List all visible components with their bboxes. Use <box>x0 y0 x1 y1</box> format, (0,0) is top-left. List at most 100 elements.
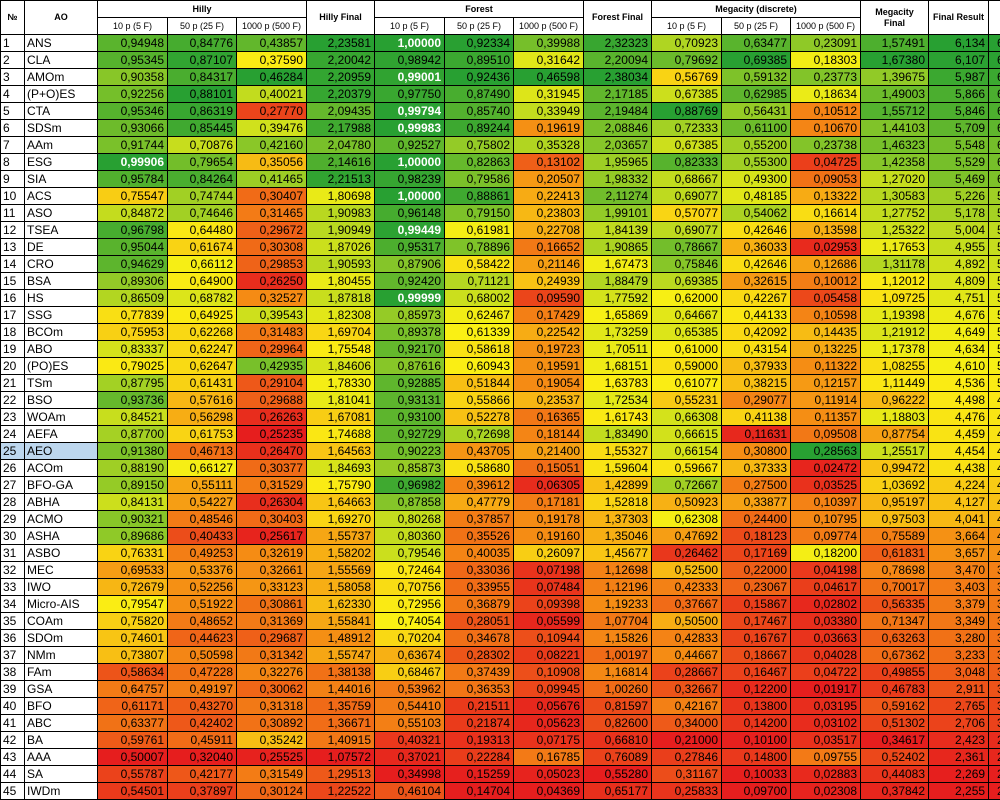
cell-hilly-50: 0,62247 <box>168 341 237 358</box>
cell-hilly-final: 1,48912 <box>307 630 375 647</box>
cell-hilly-10: 0,94629 <box>98 256 168 273</box>
cell-megacity-10: 0,34000 <box>652 715 722 732</box>
cell-megacity-final: 1,17378 <box>861 341 929 358</box>
cell-pct-max: 65,17 <box>989 86 1000 103</box>
cell-no: 36 <box>1 630 25 647</box>
cell-megacity-10: 0,75846 <box>652 256 722 273</box>
cell-megacity-50: 0,30800 <box>722 443 791 460</box>
cell-megacity-50: 0,37333 <box>722 460 791 477</box>
cell-megacity-final: 1,46323 <box>861 137 929 154</box>
cell-hilly-1000: 0,33123 <box>237 579 307 596</box>
cell-megacity-final: 0,96222 <box>861 392 929 409</box>
cell-final-result: 2,765 <box>929 698 989 715</box>
cell-forest-final: 1,00197 <box>584 647 652 664</box>
cell-final-result: 4,809 <box>929 273 989 290</box>
cell-hilly-10: 0,91744 <box>98 137 168 154</box>
cell-megacity-final: 1,30583 <box>861 188 929 205</box>
cell-forest-final: 0,82600 <box>584 715 652 732</box>
cell-forest-1000: 0,09945 <box>514 681 584 698</box>
cell-no: 6 <box>1 120 25 137</box>
cell-hilly-1000: 0,42935 <box>237 358 307 375</box>
cell-hilly-50: 0,64480 <box>168 222 237 239</box>
cell-pct-max: 49,74 <box>989 409 1000 426</box>
cell-forest-10: 0,79546 <box>375 545 445 562</box>
cell-megacity-10: 0,69077 <box>652 188 722 205</box>
cell-final-result: 3,403 <box>929 579 989 596</box>
cell-pct-max: 52,79 <box>989 290 1000 307</box>
cell-megacity-1000: 0,04722 <box>791 664 861 681</box>
cell-megacity-final: 1,39675 <box>861 69 929 86</box>
cell-pct-max: 25,06 <box>989 783 1000 800</box>
cell-forest-10: 0,85873 <box>375 460 445 477</box>
cell-hilly-50: 0,54227 <box>168 494 237 511</box>
cell-ao: TSm <box>25 375 98 392</box>
cell-forest-10: 0,53962 <box>375 681 445 698</box>
cell-hilly-final: 2,23581 <box>307 35 375 52</box>
cell-megacity-50: 0,59132 <box>722 69 791 86</box>
cell-megacity-50: 0,63477 <box>722 35 791 52</box>
cell-final-result: 4,536 <box>929 375 989 392</box>
cell-megacity-1000: 0,03380 <box>791 613 861 630</box>
cell-ao: CTA <box>25 103 98 120</box>
cell-hilly-10: 0,90321 <box>98 511 168 528</box>
cell-hilly-final: 1,69270 <box>307 511 375 528</box>
cell-hilly-1000: 0,30308 <box>237 239 307 256</box>
cell-forest-10: 0,87858 <box>375 494 445 511</box>
cell-final-result: 4,438 <box>929 460 989 477</box>
cell-megacity-10: 0,47692 <box>652 528 722 545</box>
cell-hilly-1000: 0,31318 <box>237 698 307 715</box>
cell-hilly-1000: 0,26263 <box>237 409 307 426</box>
cell-megacity-10: 0,79692 <box>652 52 722 69</box>
cell-megacity-50: 0,42267 <box>722 290 791 307</box>
cell-no: 38 <box>1 664 25 681</box>
cell-forest-10: 0,96982 <box>375 477 445 494</box>
cell-megacity-50: 0,55300 <box>722 154 791 171</box>
cell-hilly-1000: 0,29964 <box>237 341 307 358</box>
cell-forest-final: 0,76089 <box>584 749 652 766</box>
cell-forest-50: 0,28302 <box>445 647 514 664</box>
cell-forest-final: 1,65869 <box>584 307 652 324</box>
header-forest-final: Forest Final <box>584 1 652 35</box>
cell-megacity-final: 1,19398 <box>861 307 929 324</box>
cell-no: 32 <box>1 562 25 579</box>
cell-ao: MEC <box>25 562 98 579</box>
cell-megacity-1000: 0,10670 <box>791 120 861 137</box>
cell-forest-50: 0,28051 <box>445 613 514 630</box>
cell-hilly-final: 1,90949 <box>307 222 375 239</box>
cell-forest-10: 0,99449 <box>375 222 445 239</box>
cell-forest-10: 0,99794 <box>375 103 445 120</box>
cell-megacity-50: 0,27500 <box>722 477 791 494</box>
cell-megacity-10: 0,70923 <box>652 35 722 52</box>
cell-hilly-10: 0,93736 <box>98 392 168 409</box>
cell-no: 28 <box>1 494 25 511</box>
cell-ao: SDSm <box>25 120 98 137</box>
cell-forest-final: 1,83490 <box>584 426 652 443</box>
cell-hilly-50: 0,84317 <box>168 69 237 86</box>
cell-ao: SSG <box>25 307 98 324</box>
cell-hilly-1000: 0,39543 <box>237 307 307 324</box>
cell-forest-50: 0,60943 <box>445 358 514 375</box>
cell-megacity-1000: 0,18200 <box>791 545 861 562</box>
cell-hilly-10: 0,69533 <box>98 562 168 579</box>
cell-hilly-10: 0,87700 <box>98 426 168 443</box>
cell-forest-10: 0,90223 <box>375 443 445 460</box>
cell-forest-1000: 0,04369 <box>514 783 584 800</box>
cell-forest-10: 0,37021 <box>375 749 445 766</box>
cell-hilly-1000: 0,30124 <box>237 783 307 800</box>
cell-megacity-final: 1,08255 <box>861 358 929 375</box>
cell-hilly-10: 0,86509 <box>98 290 168 307</box>
cell-forest-1000: 0,35328 <box>514 137 584 154</box>
cell-final-result: 5,469 <box>929 171 989 188</box>
cell-forest-1000: 0,10944 <box>514 630 584 647</box>
cell-megacity-final: 0,63263 <box>861 630 929 647</box>
cell-forest-50: 0,71121 <box>445 273 514 290</box>
cell-pct-max: 44,90 <box>989 511 1000 528</box>
